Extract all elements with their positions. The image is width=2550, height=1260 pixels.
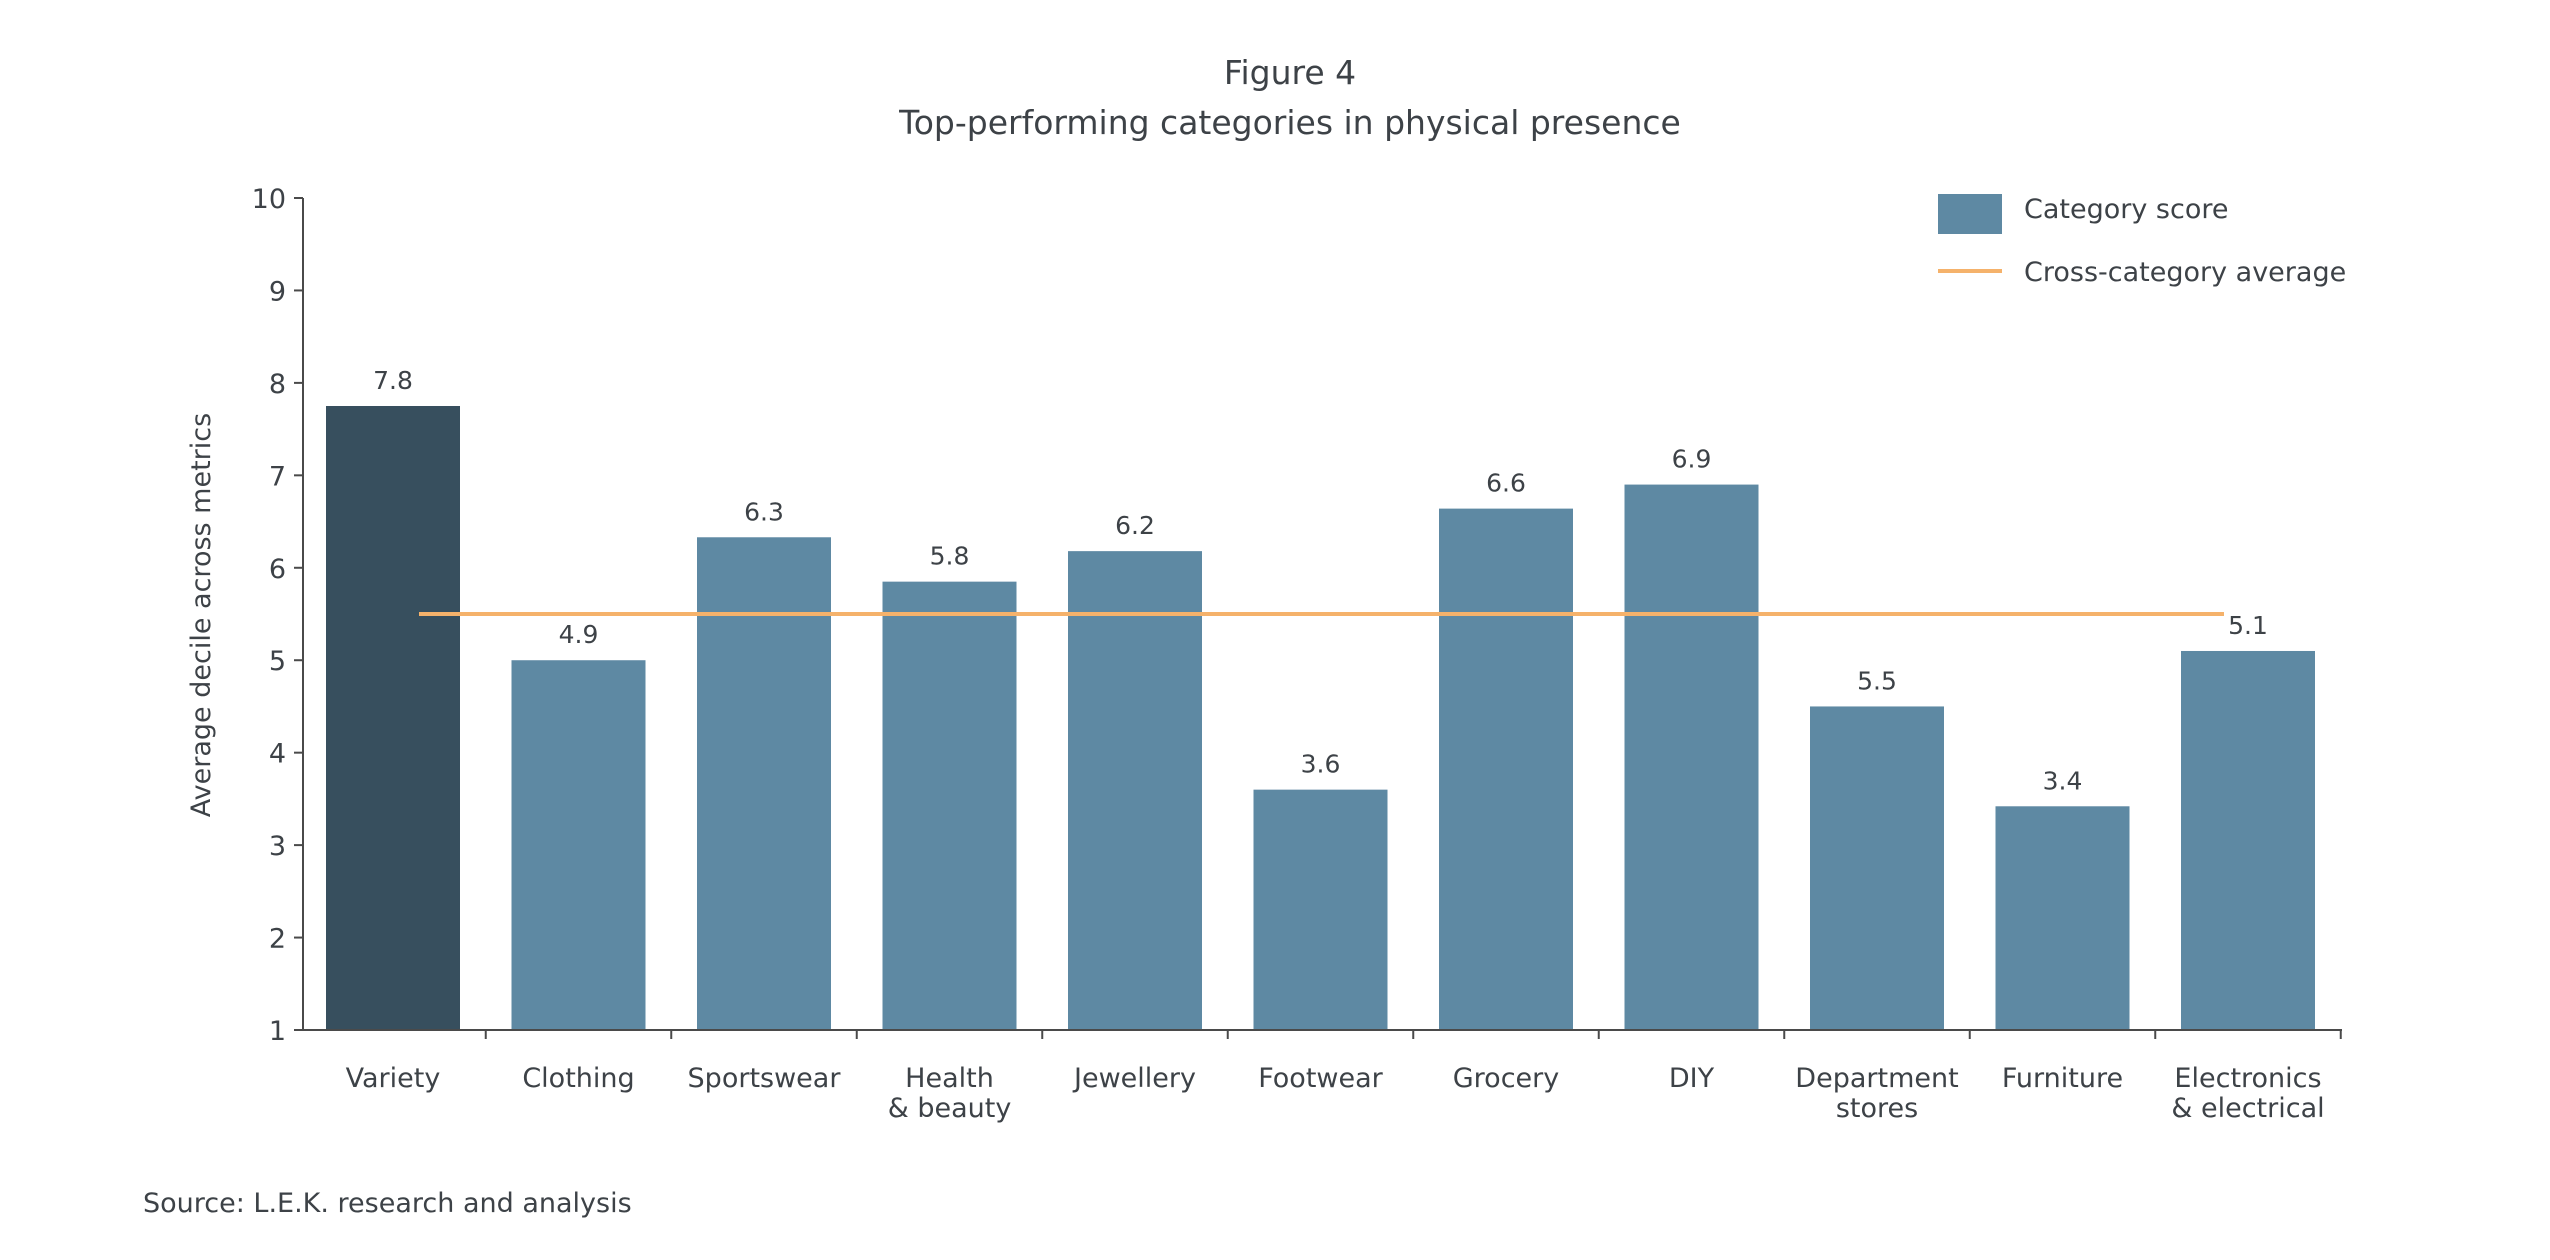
y-tick-label: 9 bbox=[269, 276, 286, 307]
bar-value-label: 3.4 bbox=[2043, 766, 2083, 795]
category-label: Grocery bbox=[1453, 1063, 1560, 1094]
bar bbox=[882, 581, 1017, 1030]
y-tick-label: 1 bbox=[269, 1016, 286, 1047]
bar-series bbox=[326, 406, 2315, 1031]
bar bbox=[1253, 789, 1388, 1030]
bar bbox=[1624, 484, 1759, 1031]
category-label: Electronics & electrical bbox=[2171, 1063, 2324, 1124]
category-label: Jewellery bbox=[1072, 1063, 1196, 1094]
figure-number: Figure 4 bbox=[1224, 53, 1356, 92]
bar-value-label: 5.5 bbox=[1857, 666, 1897, 695]
category-labels: Variety Clothing Sportswear Health & beauty J… bbox=[346, 1063, 2325, 1124]
y-axis-ticks: 1 2 3 4 5 6 7 8 9 10 bbox=[252, 184, 303, 1047]
bar-value-label: 3.6 bbox=[1301, 750, 1341, 779]
y-tick-label: 6 bbox=[269, 554, 286, 585]
category-label: Department stores bbox=[1795, 1063, 1958, 1124]
bar-value-label: 6.3 bbox=[744, 497, 784, 526]
y-tick-label: 8 bbox=[269, 369, 286, 400]
legend-label-cross-category-average: Cross-category average bbox=[2024, 257, 2346, 288]
y-tick-label: 3 bbox=[269, 831, 286, 862]
data-labels: 7.8 4.9 6.3 5.8 6.2 3.6 6.6 6.9 5.5 3.4 5.1 bbox=[373, 366, 2268, 795]
chart-title: Top-performing categories in physical pr… bbox=[898, 103, 1681, 142]
bar bbox=[1068, 551, 1202, 1030]
y-tick-label: 10 bbox=[252, 184, 286, 215]
legend: Category score Cross-category average bbox=[1938, 194, 2346, 288]
category-label: Footwear bbox=[1258, 1063, 1383, 1094]
bar bbox=[2181, 650, 2315, 1030]
x-axis-ticks bbox=[484, 1030, 2342, 1039]
bar-value-label: 6.9 bbox=[1672, 445, 1712, 474]
bar bbox=[1995, 806, 2130, 1030]
bar-value-label: 6.6 bbox=[1486, 469, 1526, 498]
category-label: Furniture bbox=[2002, 1063, 2123, 1094]
category-label: Health & beauty bbox=[888, 1063, 1012, 1124]
category-label: Sportswear bbox=[688, 1063, 842, 1094]
category-label: Variety bbox=[346, 1063, 441, 1094]
bar-value-label: 6.2 bbox=[1115, 511, 1155, 540]
bar bbox=[697, 537, 831, 1030]
bar-value-label: 7.8 bbox=[373, 366, 413, 395]
y-tick-label: 2 bbox=[269, 924, 286, 955]
category-label: DIY bbox=[1669, 1063, 1715, 1094]
y-tick-label: 7 bbox=[269, 461, 286, 492]
bar bbox=[1439, 508, 1573, 1030]
source-note: Source: L.E.K. research and analysis bbox=[143, 1188, 632, 1219]
y-tick-label: 4 bbox=[269, 739, 286, 770]
bar bbox=[326, 406, 460, 1030]
bar-value-label: 4.9 bbox=[559, 620, 599, 649]
bar-value-label: 5.8 bbox=[930, 542, 970, 571]
legend-swatch-category-score bbox=[1938, 194, 2002, 234]
bar-value-label: 5.1 bbox=[2228, 611, 2268, 640]
legend-label-category-score: Category score bbox=[2024, 194, 2228, 225]
category-label: Clothing bbox=[522, 1063, 634, 1094]
bar bbox=[511, 660, 646, 1030]
y-axis-title: Average decile across metrics bbox=[186, 413, 217, 817]
bar bbox=[1810, 706, 1944, 1030]
y-tick-label: 5 bbox=[269, 646, 286, 677]
